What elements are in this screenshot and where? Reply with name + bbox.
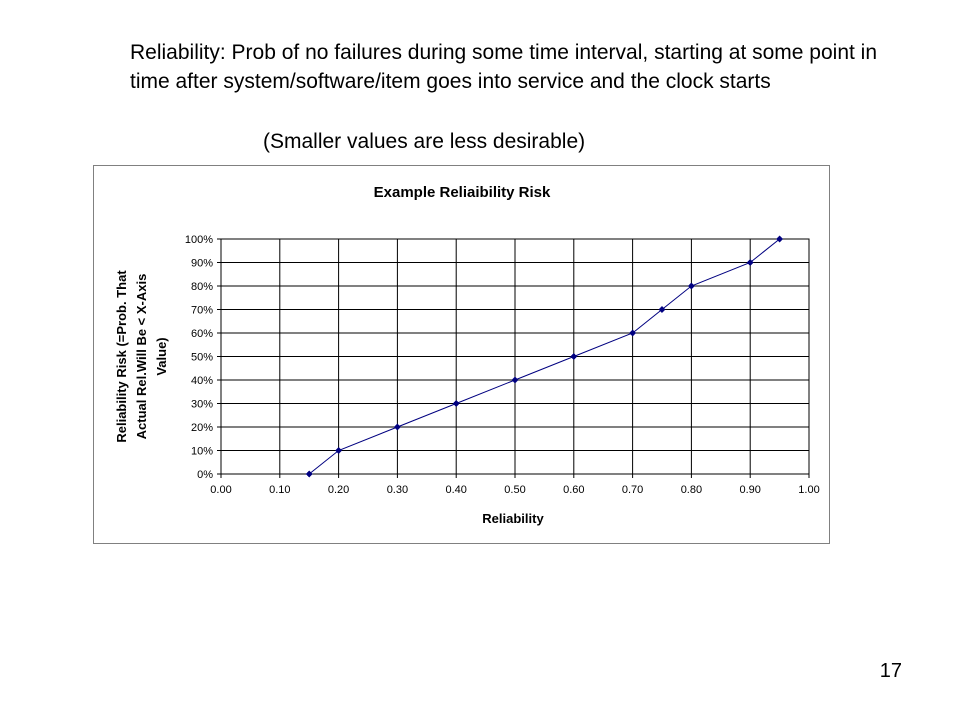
y-axis-label-line: Actual Rel.Will Be < X-Axis [134, 274, 149, 440]
x-tick-label: 0.90 [739, 484, 760, 496]
x-tick-label: 0.70 [622, 484, 643, 496]
y-tick-label: 80% [191, 281, 213, 293]
data-point-marker [511, 376, 519, 384]
y-axis-label-line: Value) [154, 337, 169, 375]
x-tick-label: 1.00 [798, 484, 819, 496]
y-axis-ticks: 0% 10% 20% 30% 40% 50% 60% 70% 80% 90% 100% [185, 234, 221, 481]
y-tick-label: 70% [191, 305, 213, 317]
x-tick-label: 0.30 [387, 484, 408, 496]
data-point-marker [658, 305, 666, 314]
y-axis-label-line: Reliability Risk (=Prob. That [114, 270, 129, 443]
reliability-risk-chart: Example Reliaibility Risk 0.00 0.10 0.20 0.… [114, 184, 820, 526]
y-tick-label: 0% [197, 469, 213, 481]
y-tick-label: 10% [191, 446, 213, 458]
x-axis-label: Reliability [482, 511, 544, 526]
data-point-marker [629, 329, 637, 337]
x-tick-label: 0.00 [210, 484, 231, 496]
chart-frame: Example Reliaibility Risk 0.00 0.10 0.20 0.… [93, 165, 830, 544]
y-tick-label: 100% [185, 234, 213, 246]
slide-note: (Smaller values are less desirable) [263, 130, 586, 153]
y-tick-label: 30% [191, 399, 213, 411]
y-tick-label: 90% [191, 258, 213, 270]
data-point-marker [570, 352, 578, 361]
data-point-marker [687, 282, 695, 290]
x-tick-label: 0.50 [504, 484, 525, 496]
x-tick-label: 0.20 [328, 484, 349, 496]
y-tick-label: 50% [191, 352, 213, 364]
data-point-marker [452, 399, 460, 408]
y-tick-label: 40% [191, 375, 213, 387]
slide-body-text: Reliability: Prob of no failures during … [130, 41, 878, 93]
y-tick-label: 60% [191, 328, 213, 340]
data-point-marker [393, 423, 401, 431]
x-axis-ticks: 0.00 0.10 0.20 0.30 0.40 0.50 0.60 0.70 0.80 0.90… [210, 474, 820, 496]
y-tick-label: 20% [191, 422, 213, 434]
data-point-marker [305, 470, 313, 478]
data-point-marker [746, 258, 754, 267]
x-tick-label: 0.40 [445, 484, 466, 496]
x-tick-label: 0.80 [681, 484, 702, 496]
data-point-marker [335, 446, 343, 455]
data-point-marker [776, 235, 784, 243]
series-layer [305, 235, 784, 478]
x-tick-label: 0.10 [269, 484, 290, 496]
page-number: 17 [879, 660, 902, 682]
x-tick-label: 0.60 [563, 484, 584, 496]
chart-title: Example Reliaibility Risk [374, 184, 551, 201]
y-axis-label: Reliability Risk (=Prob. That Actual Rel.… [114, 270, 169, 443]
